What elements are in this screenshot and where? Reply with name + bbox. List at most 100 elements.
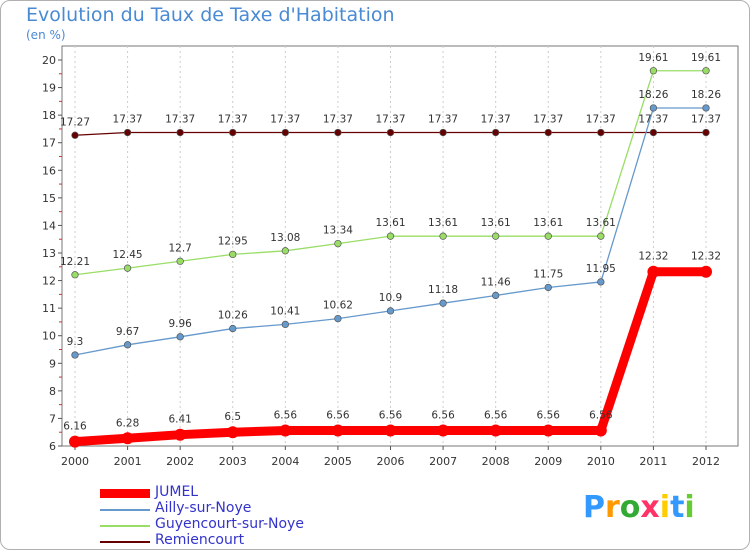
data-label: 6.56: [537, 410, 561, 422]
x-tick-label: 2007: [429, 455, 457, 468]
data-label: 9.96: [168, 318, 192, 330]
data-point: [594, 424, 607, 437]
data-label: 13.61: [481, 217, 511, 229]
data-point: [279, 424, 292, 437]
y-tick-label: 9: [49, 357, 56, 370]
y-tick-label: 13: [42, 247, 56, 260]
data-label: 19.61: [638, 52, 668, 64]
x-tick-label: 2005: [324, 455, 352, 468]
data-point: [176, 128, 184, 137]
data-label: 6.28: [116, 417, 139, 429]
data-point: [281, 128, 289, 137]
data-label: 17.37: [428, 114, 458, 126]
data-point: [386, 307, 395, 315]
data-point: [281, 247, 289, 255]
legend-label: JUMEL: [155, 484, 199, 500]
y-tick-label: 11: [42, 302, 56, 315]
data-label: 13.61: [375, 217, 405, 229]
unit-label: (en %): [26, 28, 66, 42]
proxiti-logo: Proxiti: [583, 490, 695, 525]
data-label: 10.9: [379, 292, 402, 304]
y-tick-label: 19: [42, 82, 56, 95]
data-point: [649, 104, 658, 112]
data-label: 17.37: [481, 114, 511, 126]
data-point: [384, 424, 397, 437]
y-tick-label: 7: [49, 412, 56, 425]
data-label: 18.26: [691, 89, 721, 101]
data-label: 13.61: [428, 217, 458, 229]
data-label: 17.37: [638, 114, 668, 126]
data-label: 10.62: [323, 300, 353, 312]
y-tick-label: 12: [42, 275, 56, 288]
data-point: [334, 239, 342, 248]
x-tick-label: 2006: [377, 455, 405, 468]
x-tick-label: 2002: [166, 455, 194, 468]
data-point: [174, 428, 187, 441]
data-label: 17.37: [218, 114, 248, 126]
legend-swatch: [100, 489, 150, 498]
data-point: [229, 128, 237, 137]
data-point: [649, 128, 658, 137]
data-label: 10.26: [218, 310, 248, 322]
data-label: 12.45: [113, 249, 143, 261]
data-point: [123, 264, 132, 272]
legend-label: Guyencourt-sur-Noye: [155, 516, 304, 532]
data-label: 17.37: [533, 114, 563, 126]
data-label: 17.37: [323, 114, 353, 126]
data-label: 6.41: [168, 414, 191, 426]
y-tick-label: 8: [49, 385, 56, 398]
data-label: 12.21: [60, 256, 90, 268]
data-point: [439, 299, 447, 307]
data-point: [702, 67, 710, 75]
data-point: [334, 314, 342, 323]
data-point: [544, 232, 552, 240]
y-tick-label: 14: [42, 219, 56, 232]
data-label: 6.56: [431, 410, 455, 422]
data-point: [229, 324, 237, 333]
data-point: [334, 128, 342, 137]
data-label: 12.32: [638, 251, 668, 263]
data-label: 9.67: [116, 326, 139, 338]
data-point: [439, 128, 447, 137]
data-label: 17.37: [691, 114, 721, 126]
data-point: [544, 283, 552, 292]
data-label: 12.95: [218, 235, 248, 247]
data-point: [176, 257, 184, 265]
data-label: 12.7: [168, 242, 191, 254]
data-label: 6.56: [589, 410, 613, 422]
data-point: [386, 232, 395, 240]
legend-swatch: [100, 541, 150, 543]
y-tick-label: 15: [42, 192, 56, 205]
data-label: 10.41: [270, 305, 300, 317]
x-tick-label: 2003: [219, 455, 247, 468]
data-label: 17.37: [375, 114, 405, 126]
data-label: 6.56: [274, 410, 298, 422]
data-point: [71, 271, 79, 279]
data-point: [331, 424, 344, 437]
x-tick-label: 2009: [534, 455, 562, 468]
data-label: 18.26: [638, 89, 668, 101]
data-point: [542, 424, 555, 437]
data-point: [69, 435, 81, 448]
x-tick-label: 2000: [61, 455, 89, 468]
data-label: 12.32: [691, 251, 721, 263]
data-point: [439, 232, 447, 240]
data-label: 11.18: [428, 284, 458, 296]
data-point: [386, 128, 395, 137]
data-point: [71, 351, 79, 359]
data-label: 11.95: [586, 263, 616, 275]
data-point: [492, 291, 500, 300]
data-label: 11.75: [533, 268, 563, 280]
y-tick-label: 18: [42, 109, 56, 122]
data-label: 13.34: [323, 225, 353, 237]
data-label: 13.08: [270, 232, 300, 244]
y-tick-label: 6: [49, 440, 56, 453]
data-label: 6.56: [484, 410, 508, 422]
data-point: [489, 424, 502, 437]
chart-title: Evolution du Taux de Taxe d'Habitation: [26, 4, 395, 26]
data-label: 11.46: [481, 276, 511, 288]
data-point: [71, 131, 79, 139]
data-label: 6.16: [63, 421, 87, 433]
